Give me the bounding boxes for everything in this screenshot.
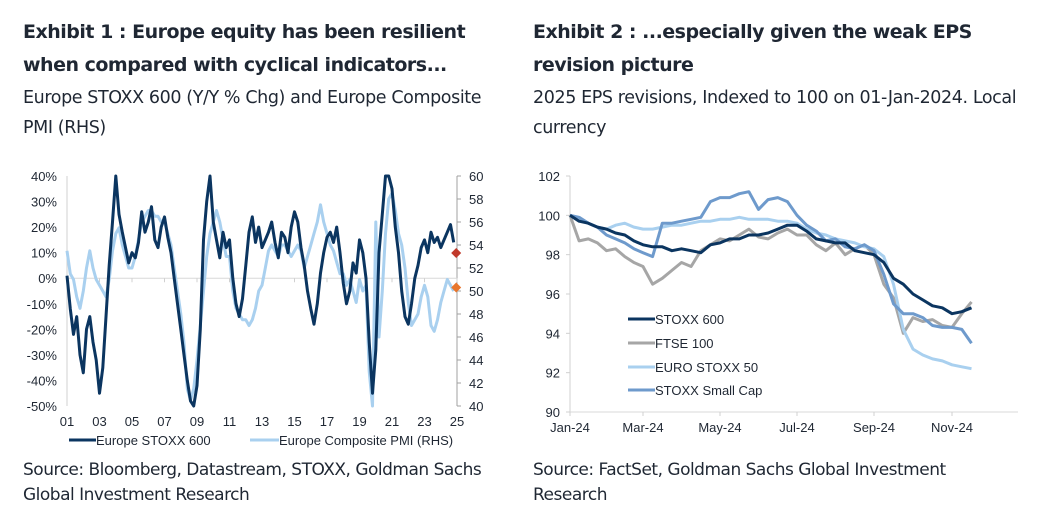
- y-right-tick-label: 56: [469, 215, 483, 230]
- x-tick-label: 03: [92, 414, 106, 429]
- x-tick-label: 25: [450, 414, 464, 429]
- y-right-tick-label: 50: [469, 284, 483, 299]
- exhibit-2-title: Exhibit 2 : ...especially given the weak…: [533, 21, 972, 76]
- series-line-ftse-100: [568, 214, 973, 335]
- x-tick-label: Mar-24: [622, 420, 663, 435]
- y-right-tick-label: 58: [469, 192, 483, 207]
- y-left-tick-label: 0%: [38, 271, 57, 286]
- legend-label-ftse-100: FTSE 100: [655, 336, 714, 351]
- x-tick-label: 01: [60, 414, 74, 429]
- x-tick-label: 13: [255, 414, 269, 429]
- exhibit-2-source: Source: FactSet, Goldman Sachs Global In…: [533, 460, 946, 505]
- x-tick-label: May-24: [698, 420, 741, 435]
- series-line-stoxx-small-cap: [569, 190, 973, 345]
- y-left-tick-label: 20%: [31, 220, 57, 235]
- exhibit-1-source: Source: Bloomberg, Datastream, STOXX, Go…: [23, 460, 482, 505]
- x-tick-label: 07: [157, 414, 171, 429]
- legend-label-europe-stoxx-600: Europe STOXX 600: [96, 433, 211, 448]
- y-tick-label: 94: [546, 326, 560, 341]
- exhibit-1-title: Exhibit 1 : Europe equity has been resil…: [23, 21, 466, 76]
- y-left-tick-label: 30%: [31, 195, 57, 210]
- legend-label-europe-composite-pmi: Europe Composite PMI (RHS): [279, 433, 453, 448]
- pmi-latest-marker: [451, 282, 462, 293]
- x-tick-label: Nov-24: [931, 420, 973, 435]
- x-tick-label: 17: [320, 414, 334, 429]
- series-line-europe-stoxx-600: [65, 174, 456, 408]
- x-tick-label: 21: [385, 414, 399, 429]
- y-tick-label: 100: [538, 208, 560, 223]
- x-tick-label: Jan-24: [550, 420, 590, 435]
- y-tick-label: 102: [538, 169, 560, 184]
- x-tick-label: 19: [352, 414, 366, 429]
- y-left-tick-label: -50%: [27, 399, 58, 414]
- exhibit-2-chart: 90 92 94 96 98 100 102 Jan-24 Mar-24 May-24 Jul-24…: [538, 169, 1018, 435]
- y-right-tick-label: 44: [469, 353, 483, 368]
- y-right-tick-label: 42: [469, 376, 483, 391]
- x-tick-label: 15: [287, 414, 301, 429]
- y-right-tick-label: 54: [469, 238, 483, 253]
- y-left-tick-label: -20%: [27, 322, 58, 337]
- y-right-tick-label: 60: [469, 169, 483, 184]
- x-tick-label: 09: [190, 414, 204, 429]
- y-tick-label: 92: [546, 366, 560, 381]
- x-tick-label: 05: [125, 414, 139, 429]
- x-tick-label: Sep-24: [853, 420, 895, 435]
- series-line-europe-composite-pmi: [65, 191, 456, 408]
- exhibit-1-subtitle: Europe STOXX 600 (Y/Y % Chg) and Europe …: [23, 88, 482, 138]
- y-left-tick-label: -40%: [27, 373, 58, 388]
- legend-label-stoxx-small-cap: STOXX Small Cap: [655, 383, 762, 398]
- y-right-tick-label: 52: [469, 261, 483, 276]
- legend-label-euro-stoxx-50: EURO STOXX 50: [655, 360, 758, 375]
- stoxx-latest-marker: [451, 248, 462, 259]
- x-tick-label: Jul-24: [779, 420, 814, 435]
- y-left-tick-label: -10%: [27, 297, 58, 312]
- y-right-tick-label: 48: [469, 307, 483, 322]
- y-right-tick-label: 40: [469, 399, 483, 414]
- y-tick-label: 98: [546, 248, 560, 263]
- y-tick-label: 96: [546, 287, 560, 302]
- x-tick-label: 11: [223, 414, 237, 429]
- legend-label-stoxx-600: STOXX 600: [655, 312, 724, 327]
- y-left-tick-label: 40%: [31, 169, 57, 184]
- y-left-tick-label: -30%: [27, 348, 58, 363]
- x-tick-label: 23: [417, 414, 431, 429]
- series-line-stoxx-600: [569, 214, 973, 316]
- y-right-tick-label: 46: [469, 330, 483, 345]
- exhibit-2-subtitle: 2025 EPS revisions, Indexed to 100 on 01…: [533, 88, 1017, 138]
- y-tick-label: 90: [546, 405, 560, 420]
- exhibit-1-chart: 01 03 05 07 09 11 13 15 17 19 21 23 25 -50% -40% -30% -2…: [27, 169, 484, 448]
- series-line-euro-stoxx-50: [569, 213, 972, 371]
- y-left-tick-label: 10%: [31, 246, 57, 261]
